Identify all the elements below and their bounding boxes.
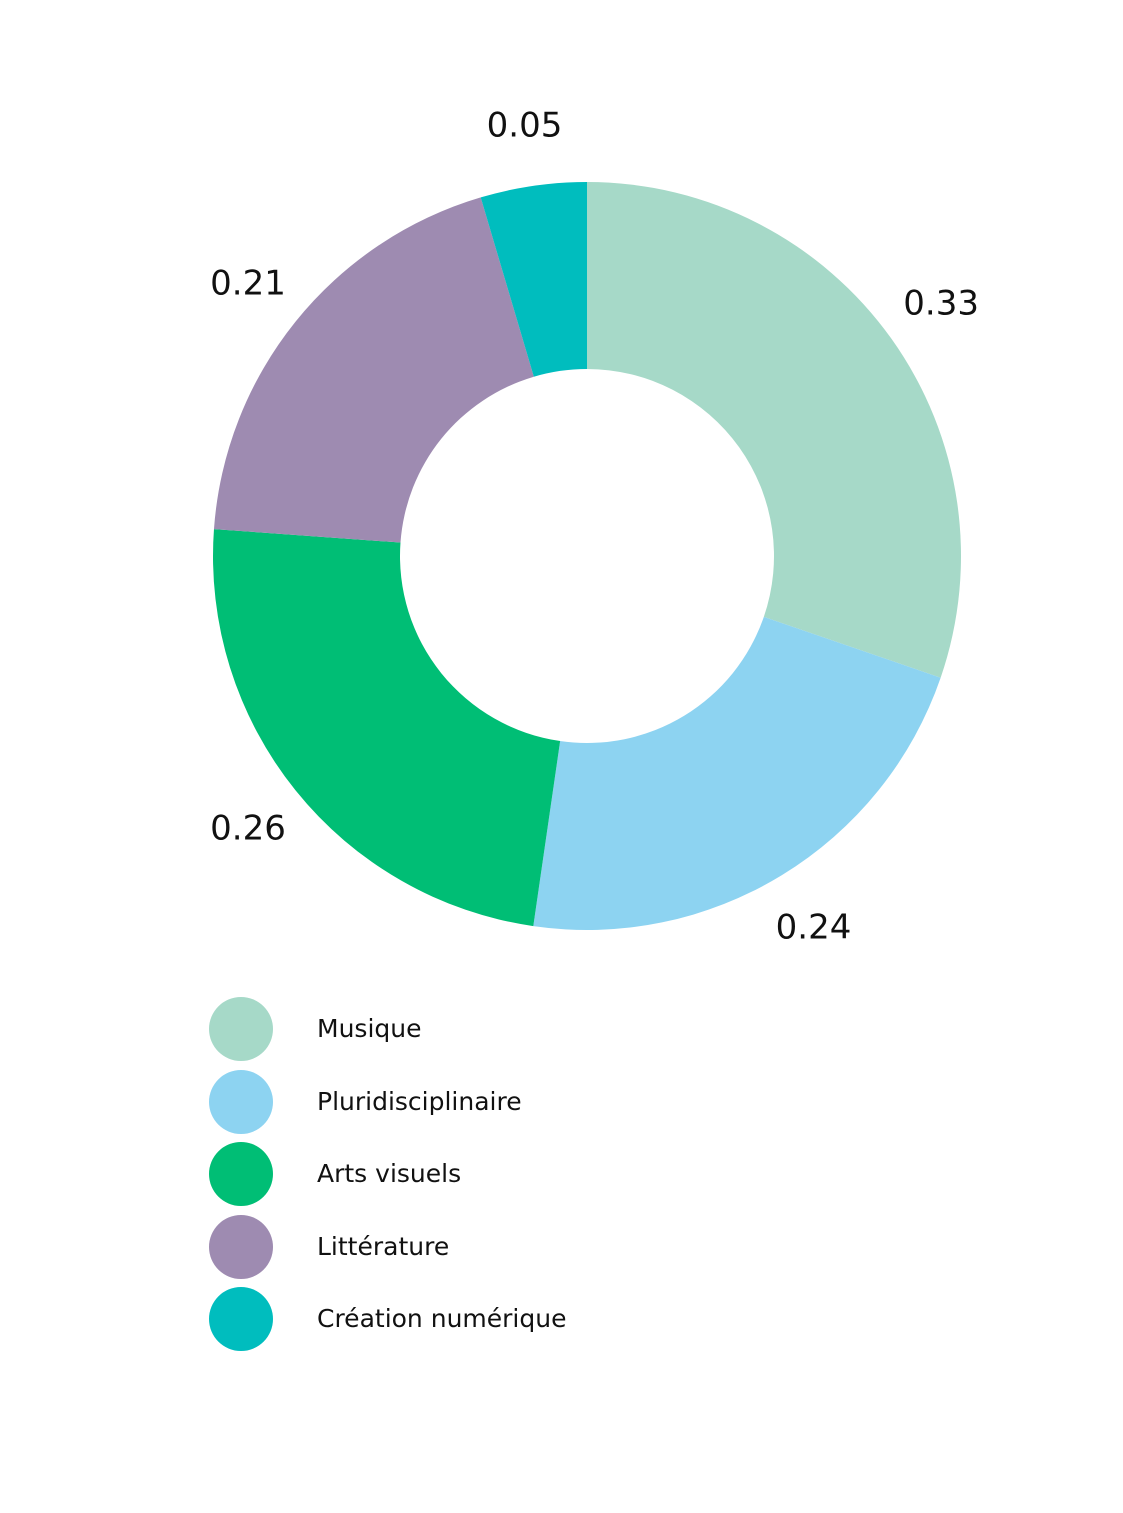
slice-litterature <box>213 197 534 543</box>
legend-swatch <box>209 1069 273 1134</box>
legend-item-arts-visuels: Arts visuels <box>209 1142 809 1206</box>
slice-arts-visuels <box>213 529 561 927</box>
slice-pluridisciplinaire <box>533 616 941 930</box>
legend-item-litterature: Littérature <box>209 1214 809 1279</box>
legend-label: Littérature <box>317 1231 450 1261</box>
value-label-litterature: 0.21 <box>210 263 286 303</box>
donut-slices <box>213 182 962 930</box>
legend-item-creation-numerique: Création numérique <box>209 1287 809 1351</box>
value-label-creation-numerique: 0.05 <box>487 106 563 146</box>
donut-value-labels: 0.33 0.24 0.26 0.21 0.05 <box>210 106 979 948</box>
value-label-pluridisciplinaire: 0.24 <box>776 907 852 947</box>
legend-item-pluridisciplinaire: Pluridisciplinaire <box>209 1069 809 1134</box>
legend-label: Arts visuels <box>317 1159 462 1188</box>
chart-legend: Musique Pluridisciplinaire Arts visuels Lit… <box>209 997 809 1360</box>
legend-swatch <box>209 1142 273 1206</box>
legend-item-musique: Musique <box>209 997 809 1061</box>
legend-label: Création numérique <box>317 1304 567 1333</box>
slice-musique <box>587 182 962 678</box>
legend-label: Pluridisciplinaire <box>317 1086 522 1116</box>
legend-swatch <box>209 1214 273 1279</box>
legend-swatch <box>209 1287 273 1351</box>
donut-chart: 0.33 0.24 0.26 0.21 0.05 <box>210 106 979 948</box>
legend-swatch <box>209 997 273 1061</box>
legend-label: Musique <box>317 1014 422 1043</box>
value-label-arts-visuels: 0.26 <box>210 809 286 849</box>
value-label-musique: 0.33 <box>903 283 979 323</box>
slice-creation-numerique <box>480 182 587 377</box>
